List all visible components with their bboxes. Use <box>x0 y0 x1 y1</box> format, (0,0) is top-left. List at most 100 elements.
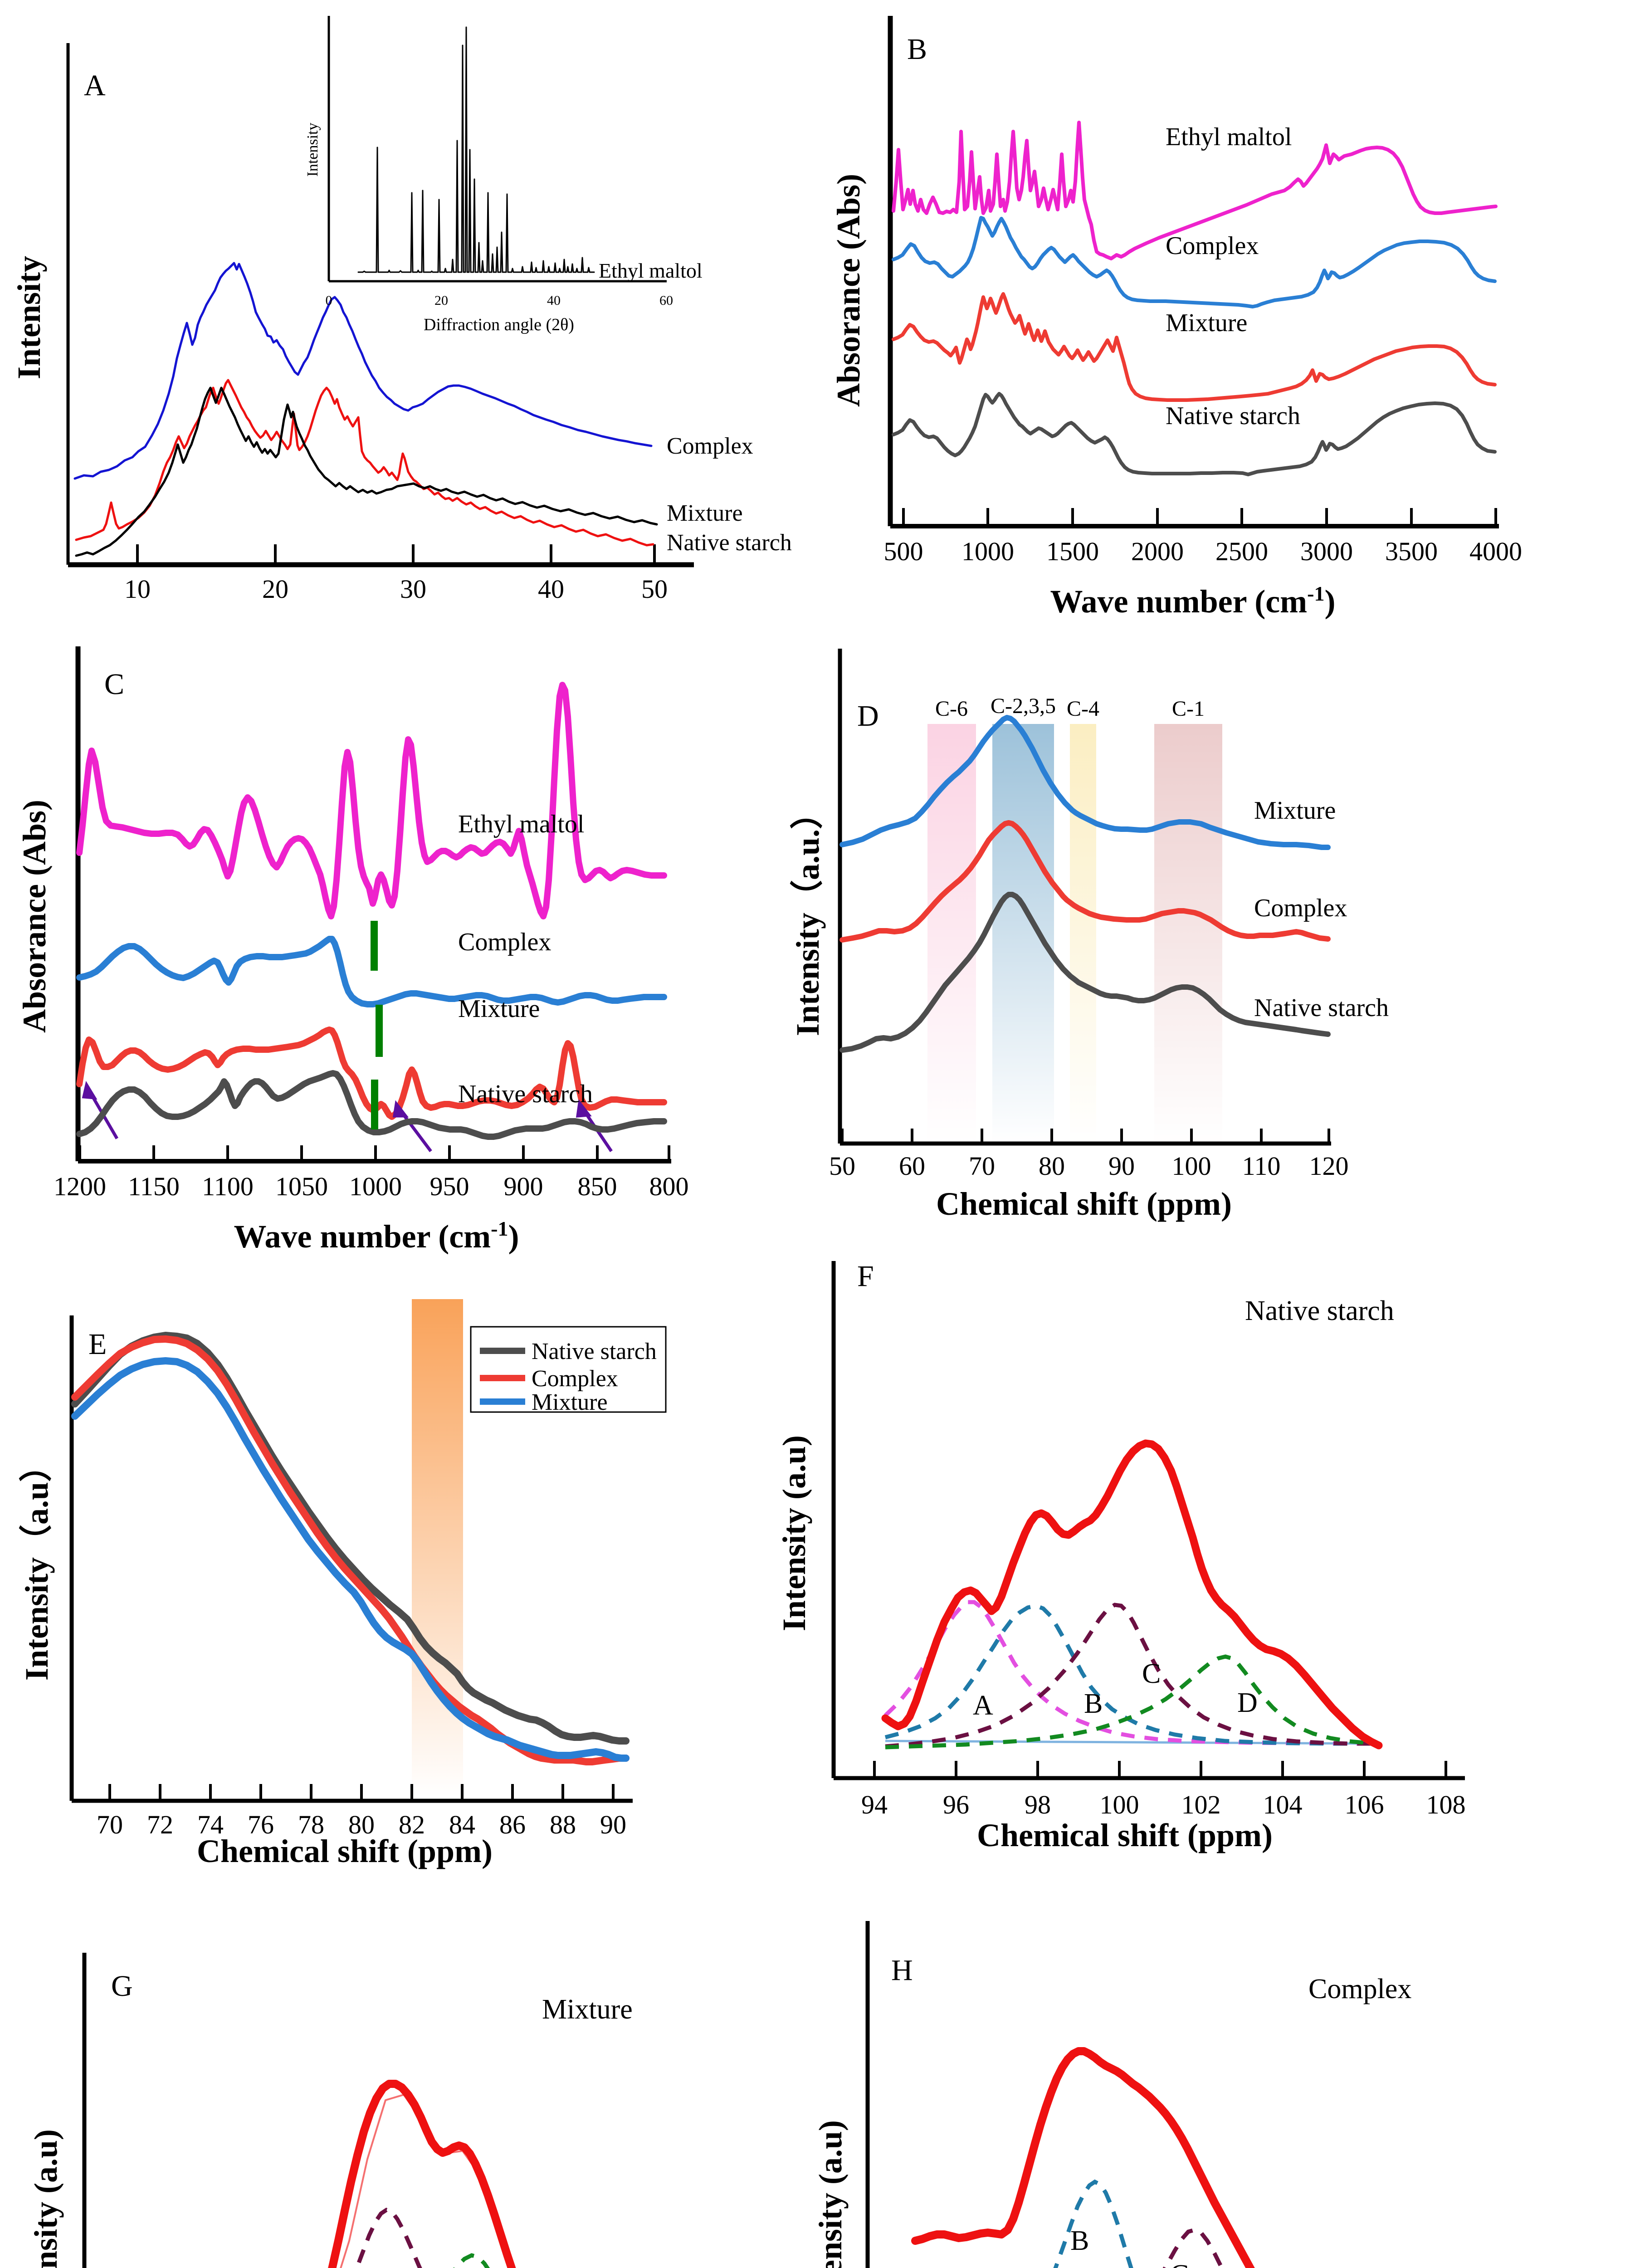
panel-g-envelope-fit <box>340 2094 514 2268</box>
panel-d-band-label-c4: C-4 <box>1067 697 1099 721</box>
panel-a-inset-xtick-1: 20 <box>434 293 448 308</box>
panel-b-xtick-2: 1500 <box>1046 537 1099 566</box>
panel-f-peak-label-c: C <box>1142 1658 1161 1689</box>
panel-f-xtick-2: 98 <box>1025 1790 1051 1819</box>
panel-f-title: Native starch <box>1245 1295 1394 1326</box>
panel-b-x-label-pre: Wave number (cm <box>1050 583 1308 620</box>
panel-a-trace-complex <box>73 262 653 480</box>
panel-d-xtick-2: 70 <box>969 1151 995 1181</box>
panel-b-xtick-5: 3000 <box>1300 537 1353 566</box>
panel-a-inset-label-ethyl: Ethyl maltol <box>599 259 703 282</box>
panel-f-xtick-5: 104 <box>1263 1790 1303 1819</box>
panel-a-x-ticks <box>136 544 656 565</box>
panel-a-label-mixture: Mixture <box>667 500 743 526</box>
panel-e-xtick-8: 86 <box>499 1810 526 1839</box>
panel-b-trace-mixture <box>892 292 1497 402</box>
panel-c-label-ethyl: Ethyl maltol <box>458 810 584 838</box>
panel-c-arrow-2 <box>392 1100 432 1153</box>
panel-g-envelope <box>328 2080 516 2268</box>
panel-f-xtick-0: 94 <box>861 1790 888 1819</box>
panel-a-inset-x-label: Diffraction angle (2θ) <box>424 315 574 334</box>
panel-b-label-mixture: Mixture <box>1166 309 1247 337</box>
panel-c-x-label-post: ) <box>508 1218 519 1255</box>
panel-b-trace-ethyl <box>892 121 1498 260</box>
panel-d-band-c235 <box>992 724 1054 1144</box>
panel-d-y-label: Intensity（a.u.） <box>790 797 826 1036</box>
panel-e-xtick-6: 82 <box>399 1810 425 1839</box>
panel-f-peak-label-b: B <box>1084 1688 1103 1719</box>
panel-d-x-label: Chemical shift (ppm) <box>936 1186 1232 1222</box>
panel-c-x-ticks <box>78 1145 670 1161</box>
panel-f-y-label: Intensity (a.u) <box>776 1435 812 1631</box>
panel-a-xtick-3: 40 <box>538 574 564 604</box>
panel-e-x-ticks <box>108 1784 615 1801</box>
panel-a-inset-y-label: Intensity <box>304 123 321 177</box>
panel-c-x-label-sup: -1 <box>491 1217 508 1240</box>
panel-a-xtick-2: 30 <box>400 574 426 604</box>
panel-a-xtick-1: 20 <box>262 574 288 604</box>
panel-e-xtick-10: 90 <box>600 1810 626 1839</box>
panel-b: 500 1000 1500 2000 2500 3000 3500 4000 B… <box>816 0 1635 635</box>
panel-c-xtick-3: 1050 <box>275 1172 328 1201</box>
panel-d-band-label-c6: C-6 <box>935 697 968 721</box>
panel-d-label-mixture: Mixture <box>1254 797 1336 825</box>
panel-c-label-complex: Complex <box>458 928 551 956</box>
panel-e-xtick-5: 80 <box>348 1810 375 1839</box>
panel-c-xtick-6: 900 <box>504 1172 543 1201</box>
panel-c-trace-complex <box>76 936 667 1007</box>
panel-a-trace-native <box>75 386 658 557</box>
panel-c: 1200 1150 1100 1050 1000 950 900 850 800… <box>0 626 794 1261</box>
panel-c-xtick-7: 850 <box>578 1172 617 1201</box>
panel-b-y-label: Absorance (Abs) <box>830 174 867 407</box>
panel-b-label-complex: Complex <box>1166 232 1259 260</box>
panel-e-legend-label-complex: Complex <box>532 1366 618 1392</box>
panel-d-x-ticks <box>841 1129 1330 1144</box>
panel-h-envelope <box>911 2047 1255 2268</box>
panel-d: C-6 C-2,3,5 C-4 C-1 50 60 70 80 90 100 1… <box>790 635 1635 1270</box>
panel-e-legend-label-native: Native starch <box>532 1339 657 1364</box>
panel-c-letter: C <box>104 668 124 701</box>
panel-f-letter: F <box>857 1260 874 1293</box>
panel-d-xtick-1: 60 <box>899 1151 925 1181</box>
panel-c-xtick-4: 1000 <box>349 1172 402 1201</box>
panel-b-label-native: Native starch <box>1166 402 1300 430</box>
panel-e-legend: Native starch Complex Mixture <box>470 1326 667 1415</box>
panel-c-label-native: Native starch <box>458 1080 593 1108</box>
panel-c-x-label: Wave number (cm-1) <box>234 1217 519 1255</box>
panel-e-x-label: Chemical shift (ppm) <box>197 1833 493 1869</box>
panel-a-inset: Intensity 0 20 40 60 Diffraction angle (… <box>304 16 703 334</box>
panel-c-xtick-1: 1150 <box>128 1172 180 1201</box>
panel-f-peak-label-d: D <box>1237 1687 1258 1718</box>
panel-a-trace-mixture <box>75 379 654 547</box>
panel-e-trace-mixture <box>71 1357 630 1762</box>
svg-text:Wave number (cm-1): Wave number (cm-1) <box>234 1217 519 1255</box>
panel-e: 70 72 74 76 78 80 82 84 86 88 90 E Inten… <box>0 1266 726 1869</box>
panel-a-xtick-0: 10 <box>124 574 151 604</box>
panel-h-title: Complex <box>1308 1974 1411 2004</box>
panel-a-letter: A <box>84 69 106 102</box>
panel-h-peak-label-b: B <box>1070 2225 1089 2256</box>
panel-e-xtick-2: 74 <box>197 1810 224 1839</box>
panel-e-xtick-0: 70 <box>97 1810 123 1839</box>
panel-f-peak-label-a: A <box>973 1690 993 1721</box>
panel-b-label-ethyl: Ethyl maltol <box>1166 123 1292 151</box>
panel-a-inset-xtick-0: 0 <box>326 293 332 308</box>
panel-e-trace-complex <box>71 1335 630 1765</box>
panel-a: 10 20 30 40 50 A Intensity Complex Mixtu… <box>0 0 816 617</box>
panel-d-label-complex: Complex <box>1254 894 1347 922</box>
panel-a-inset-xtick-3: 60 <box>659 293 673 308</box>
panel-d-xtick-3: 80 <box>1039 1151 1065 1181</box>
panel-h-letter: H <box>891 1954 913 1987</box>
panel-g-y-label: Intensity (a.u) <box>28 2129 64 2268</box>
panel-a-label-complex: Complex <box>667 433 753 459</box>
panel-c-y-label: Absorance (Abs) <box>16 800 53 1033</box>
panel-f-peak-d <box>885 1654 1379 1750</box>
panel-e-xtick-9: 88 <box>550 1810 576 1839</box>
panel-f-xtick-6: 106 <box>1345 1790 1384 1819</box>
panel-d-band-label-c235: C-2,3,5 <box>991 694 1056 718</box>
panel-e-xtick-7: 84 <box>449 1810 475 1839</box>
panel-g-letter: G <box>111 1970 133 2003</box>
panel-g-title: Mixture <box>542 1994 633 2025</box>
panel-g-peak-d <box>453 2253 490 2268</box>
panel-e-xtick-3: 76 <box>248 1810 274 1839</box>
